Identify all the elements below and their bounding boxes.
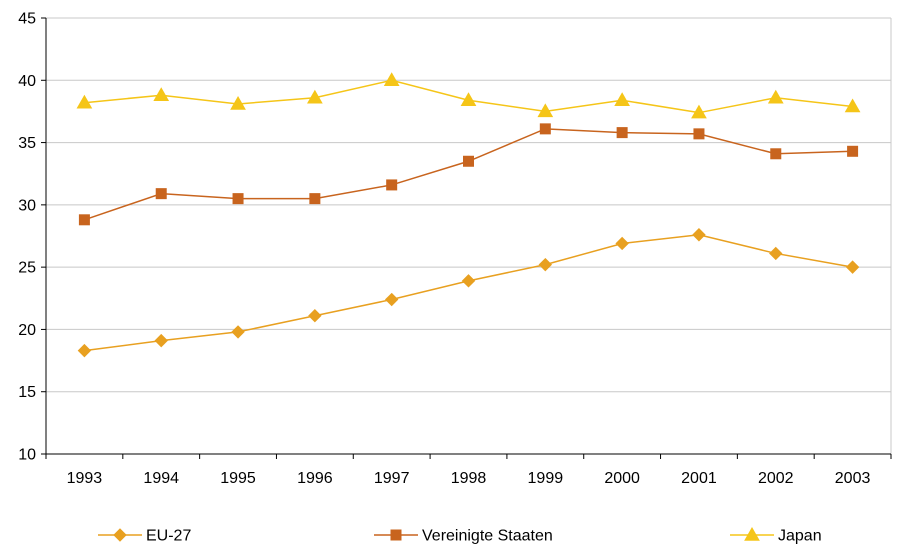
data-point: [153, 87, 170, 101]
data-point: [155, 188, 167, 200]
data-point: [76, 94, 93, 109]
data-point: [691, 104, 707, 119]
legend-item-2: Japan: [730, 526, 822, 544]
legend: EU-27 Vereinigte Staaten Japan: [98, 526, 822, 544]
x-tick-label: 1995: [220, 470, 256, 487]
legend-label: Vereinigte Staaten: [422, 528, 553, 544]
data-point: [308, 309, 322, 323]
data-point: [383, 72, 400, 87]
data-point: [78, 214, 90, 226]
y-tick-label: 35: [18, 135, 36, 152]
data-point: [537, 103, 554, 118]
legend-label: Japan: [778, 528, 822, 544]
data-point: [616, 127, 628, 139]
x-tick-label: 1997: [374, 470, 410, 487]
y-tick-label: 30: [18, 197, 36, 214]
series-2: [76, 72, 861, 119]
data-point: [692, 228, 706, 242]
data-point: [538, 257, 553, 272]
x-tick-label: 1996: [297, 470, 333, 487]
x-tick-label: 2000: [604, 470, 640, 487]
data-point: [845, 260, 860, 274]
data-point: [307, 89, 323, 104]
legend-label: EU-27: [146, 528, 191, 544]
data-point: [767, 89, 784, 104]
legend-marker: [744, 526, 760, 541]
x-tick-label: 2003: [835, 470, 871, 487]
data-point: [384, 292, 399, 307]
data-point: [693, 128, 705, 140]
series-line: [84, 233, 853, 352]
x-tick-label: 1998: [451, 470, 487, 487]
data-point: [154, 333, 168, 348]
data-point: [539, 123, 551, 135]
series-layer: [76, 72, 861, 358]
x-tick-label: 1994: [143, 470, 179, 487]
data-point: [769, 246, 783, 261]
data-point: [460, 92, 477, 106]
legend-marker: [113, 528, 127, 542]
y-tick-label: 45: [18, 11, 36, 28]
data-point: [309, 193, 321, 205]
data-point: [847, 145, 859, 157]
data-point: [844, 98, 861, 113]
axis-layer: 10 15 20 25 30 35 40 45 1993 1994 1995 1996 1997 1998…: [18, 11, 892, 487]
legend-marker: [390, 529, 402, 541]
data-point: [463, 155, 474, 167]
y-tick-label: 15: [18, 384, 36, 401]
legend-item-1: Vereinigte Staaten: [374, 528, 553, 544]
x-tick-label: 2001: [681, 470, 717, 487]
data-point: [386, 179, 398, 191]
series-1: [78, 123, 859, 226]
data-point: [232, 193, 244, 205]
data-point: [770, 148, 782, 160]
y-tick-label: 20: [18, 322, 36, 339]
x-tick-label: 1993: [67, 470, 103, 487]
data-point: [461, 274, 476, 288]
data-point: [231, 325, 245, 339]
data-point: [230, 95, 246, 110]
grid-layer: [46, 17, 892, 454]
data-point: [77, 343, 92, 358]
legend-item-0: EU-27: [98, 528, 191, 544]
x-tick-label: 2002: [758, 470, 794, 487]
data-point: [614, 92, 630, 106]
y-tick-label: 25: [18, 260, 36, 277]
y-tick-label: 40: [18, 73, 36, 90]
data-point: [615, 236, 629, 251]
x-tick-label: 1999: [528, 470, 564, 487]
series-0: [77, 228, 860, 358]
y-tick-label: 10: [18, 447, 36, 464]
